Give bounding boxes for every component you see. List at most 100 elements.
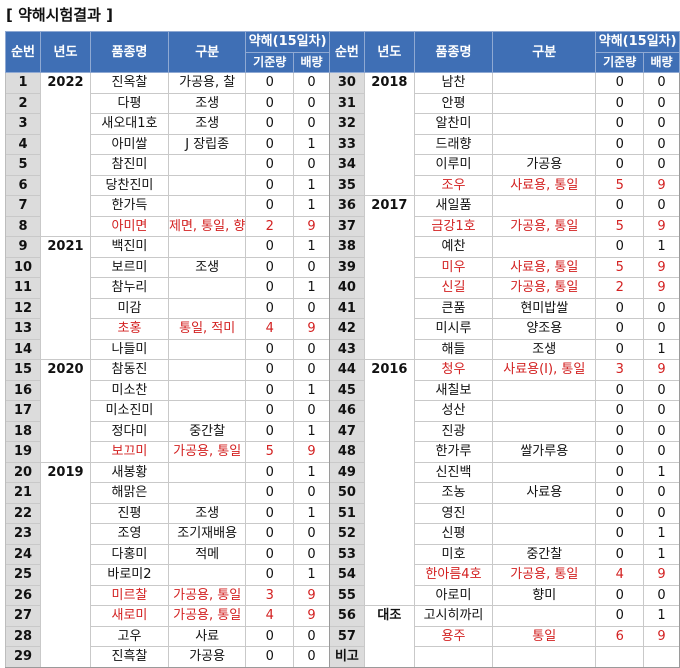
standard-dose-damage: 0 (595, 379, 644, 401)
table-row: 3 새오대1호 조생 0 0 32 알찬미 0 0 (4, 113, 680, 134)
double-dose-damage: 0 (643, 92, 680, 114)
double-dose-damage: 0 (643, 379, 680, 401)
table-row: 22 진평 조생 0 1 51 영진 0 0 (4, 502, 680, 524)
type-cell (167, 277, 246, 298)
type-cell (492, 523, 596, 544)
double-dose-damage (643, 646, 680, 668)
year-cell (40, 175, 91, 196)
double-dose-damage: 0 (643, 154, 680, 175)
standard-dose-damage: 0 (245, 461, 294, 483)
type-cell (167, 564, 246, 585)
variety-cell: 아미면 (89, 215, 169, 237)
row-number: 36 (328, 195, 365, 216)
header-type: 구분 (167, 31, 247, 73)
year-cell (40, 277, 91, 298)
standard-dose-damage: 0 (595, 482, 644, 503)
table-row: 10 보르미 조생 0 0 39 미우 사료용, 통일 5 9 (4, 256, 680, 278)
double-dose-damage: 0 (293, 92, 330, 114)
standard-dose-damage: 0 (245, 174, 294, 196)
standard-dose-damage: 0 (245, 400, 294, 421)
row-number: 42 (328, 318, 365, 339)
row-number: 31 (328, 92, 365, 114)
year-cell (40, 523, 91, 544)
variety-cell: 새로미 (89, 605, 169, 626)
table-row: 4 아미쌀 J 장립종 0 1 33 드래향 0 0 (4, 133, 680, 155)
type-cell: 조생 (167, 113, 246, 134)
type-cell: 가공용, 통일 (492, 277, 596, 298)
row-number: 29 (4, 646, 41, 668)
double-dose-damage: 9 (643, 256, 680, 278)
year-cell (363, 400, 415, 421)
standard-dose-damage: 5 (595, 174, 644, 196)
standard-dose-damage: 0 (245, 92, 294, 114)
variety-cell: 진흑찰 (89, 646, 169, 668)
row-number: 18 (4, 420, 41, 442)
standard-dose-damage: 6 (595, 625, 644, 647)
double-dose-damage: 1 (643, 605, 680, 626)
variety-cell: 새일품 (413, 195, 493, 216)
variety-cell: 알찬미 (413, 113, 493, 134)
row-number: 44 (328, 359, 365, 380)
row-number: 54 (328, 564, 365, 585)
table-row: 16 미소찬 0 1 45 새칠보 0 0 (4, 379, 680, 401)
variety-cell: 미소진미 (89, 400, 169, 421)
type-cell (492, 461, 596, 483)
header-damage: 약해(15일차) (595, 31, 680, 53)
standard-dose-damage (595, 646, 644, 668)
table-row: 5 참진미 0 0 34 이루미 가공용 0 0 (4, 154, 680, 175)
type-cell (167, 174, 246, 196)
double-dose-damage: 1 (643, 338, 680, 360)
double-dose-damage: 9 (293, 605, 330, 626)
year-cell (40, 400, 91, 421)
table-row: 21 해맑은 0 0 50 조농 사료용 0 0 (4, 482, 680, 503)
double-dose-damage: 0 (643, 482, 680, 503)
double-dose-damage: 0 (643, 441, 680, 462)
table-row: 14 나들미 0 0 43 해들 조생 0 1 (4, 338, 680, 360)
standard-dose-damage: 0 (245, 420, 294, 442)
year-cell: 2017 (363, 195, 415, 216)
double-dose-damage: 9 (643, 174, 680, 196)
header-variety: 품종명 (413, 31, 494, 73)
double-dose-damage: 1 (293, 420, 330, 442)
standard-dose-damage: 0 (595, 441, 644, 462)
year-cell (363, 93, 415, 114)
row-number: 3 (4, 113, 41, 134)
double-dose-damage: 9 (643, 359, 680, 380)
table-row: 29 진흑찰 가공용 0 0 비고 (4, 646, 680, 668)
type-cell: 사료용, 통일 (492, 256, 596, 278)
row-number: 2 (4, 92, 41, 114)
year-cell (40, 216, 91, 237)
type-cell (492, 72, 596, 93)
row-number: 16 (4, 379, 41, 401)
standard-dose-damage: 0 (595, 584, 644, 606)
row-number: 22 (4, 502, 41, 524)
double-dose-damage: 1 (293, 174, 330, 196)
table-row: 23 조영 조기재배용 0 0 52 신평 0 1 (4, 523, 680, 544)
double-dose-damage: 1 (643, 543, 680, 565)
standard-dose-damage: 0 (595, 195, 644, 216)
variety-cell: 보끄미 (89, 441, 169, 462)
standard-dose-damage: 0 (245, 625, 294, 647)
type-cell: 가공용 (167, 646, 246, 668)
type-cell: 사료용 (492, 482, 596, 503)
year-cell (363, 257, 415, 278)
type-cell (167, 338, 246, 360)
type-cell: 향미 (492, 584, 596, 606)
table-body: 1 2022 진옥찰 가공용, 찰 0 0 30 2018 남찬 0 0 2 다평 조생 0 0 31 안평 0 0 3… (4, 72, 680, 668)
header-variety: 품종명 (89, 31, 170, 73)
row-number: 57 (328, 625, 365, 647)
row-number: 28 (4, 625, 41, 647)
variety-cell: 고시히까리 (413, 605, 493, 626)
table-row: 17 미소진미 0 0 46 성산 0 0 (4, 400, 680, 421)
table-row: 2 다평 조생 0 0 31 안평 0 0 (4, 92, 680, 114)
standard-dose-damage: 0 (245, 113, 294, 134)
row-number: 12 (4, 297, 41, 319)
double-dose-damage: 0 (293, 113, 330, 134)
year-cell: 대조 (363, 605, 415, 626)
variety-cell: 아로미 (413, 584, 493, 606)
type-cell: 조생 (167, 502, 246, 524)
year-cell (40, 421, 91, 442)
year-cell (363, 523, 415, 544)
type-cell (492, 92, 596, 114)
type-cell: 가공용, 찰 (167, 72, 246, 93)
